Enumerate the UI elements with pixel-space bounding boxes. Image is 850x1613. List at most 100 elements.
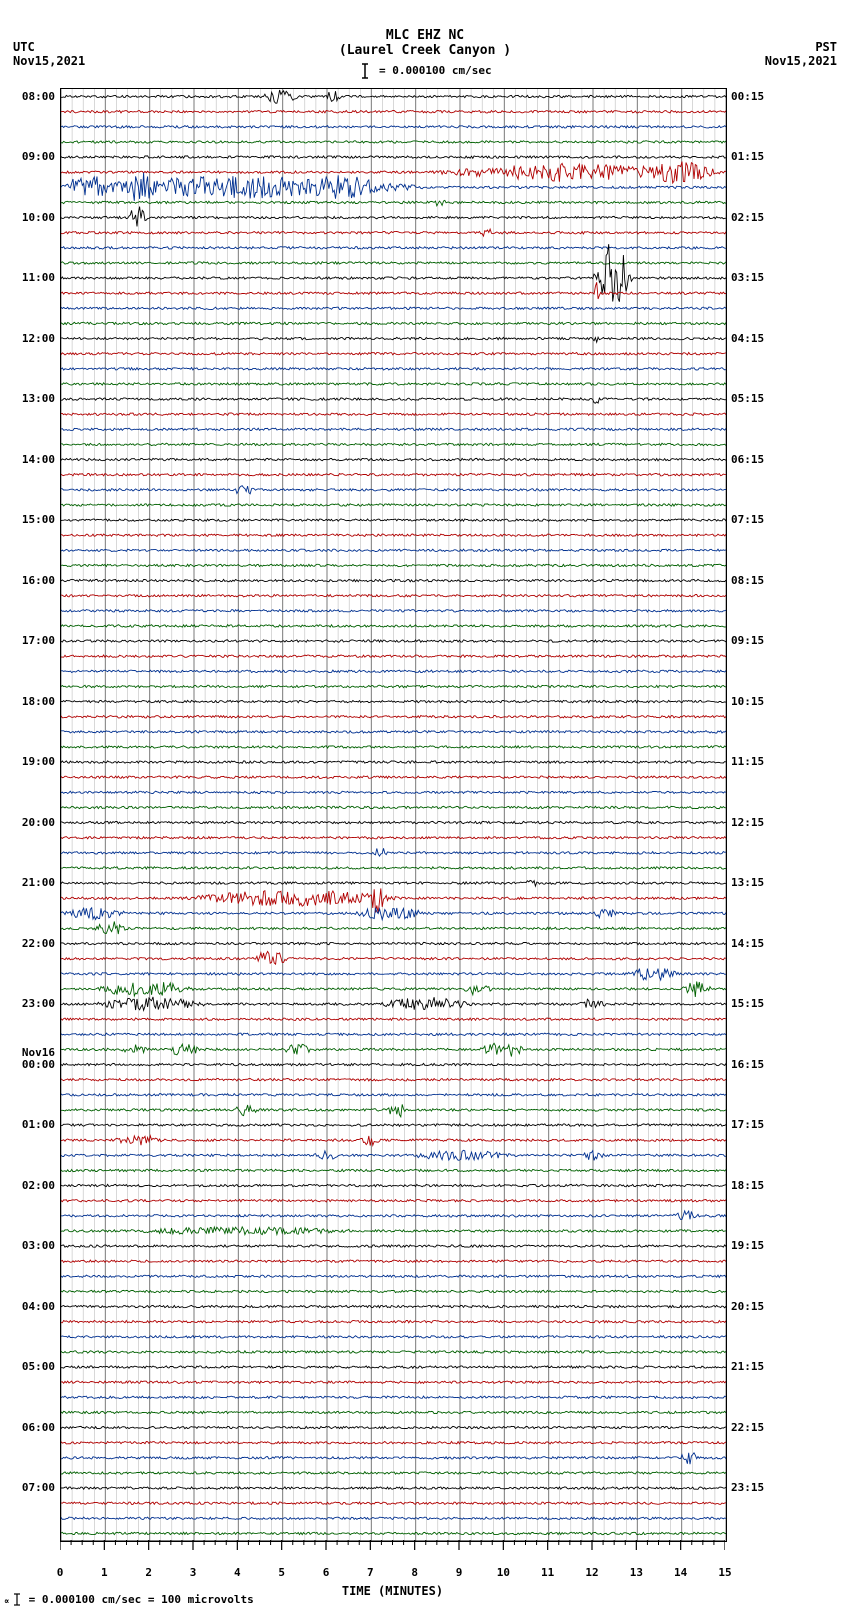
trace-row (61, 162, 726, 184)
time-label: 20:00 (22, 816, 55, 829)
footer-scale-bar-icon: ∝ (4, 1593, 22, 1607)
trace-row (61, 848, 726, 856)
trace-row (61, 1018, 726, 1020)
x-axis-ticks-svg (60, 1540, 725, 1562)
time-label: 07:00 (22, 1481, 55, 1494)
trace-row (61, 564, 726, 566)
right-time-labels: 00:1501:1502:1503:1504:1505:1506:1507:15… (728, 88, 788, 1540)
time-label: 11:15 (731, 755, 764, 768)
seismic-traces (61, 89, 726, 1541)
trace-row (61, 229, 726, 236)
time-label: 01:00 (22, 1118, 55, 1131)
trace-row (61, 1321, 726, 1323)
x-tick-label: 13 (630, 1566, 643, 1579)
trace-row (61, 474, 726, 476)
x-tick-label: 4 (234, 1566, 241, 1579)
trace-row (61, 1063, 726, 1065)
trace-row (61, 1502, 726, 1504)
trace-row (61, 951, 726, 964)
x-axis: 0123456789101112131415 TIME (MINUTES) (60, 1540, 725, 1600)
trace-row (61, 1211, 726, 1220)
trace-row (61, 716, 726, 718)
trace-row (61, 519, 726, 521)
x-tick-label: 6 (323, 1566, 330, 1579)
trace-row (61, 791, 726, 793)
time-label: 14:15 (731, 937, 764, 950)
trace-row (61, 1487, 726, 1489)
time-label: 07:15 (731, 513, 764, 526)
trace-row (61, 1227, 726, 1235)
timezone-right-block: PST Nov15,2021 (765, 40, 837, 68)
trace-row (61, 1150, 726, 1160)
trace-row (61, 549, 726, 551)
trace-row (61, 1094, 726, 1096)
trace-row (61, 1079, 726, 1081)
time-label: 18:15 (731, 1179, 764, 1192)
trace-row (61, 1260, 726, 1262)
trace-row (61, 806, 726, 808)
time-label: 22:15 (731, 1421, 764, 1434)
trace-row (61, 700, 726, 702)
time-label: 05:15 (731, 392, 764, 405)
x-tick-label: 7 (367, 1566, 374, 1579)
time-label: 17:00 (22, 634, 55, 647)
trace-row (61, 1532, 726, 1534)
time-label: 20:15 (731, 1300, 764, 1313)
trace-row (61, 1033, 726, 1035)
trace-row (61, 207, 726, 227)
trace-row (61, 1381, 726, 1383)
time-label: 14:00 (22, 453, 55, 466)
time-label: 22:00 (22, 937, 55, 950)
trace-row (61, 126, 726, 128)
trace-row (61, 1169, 726, 1171)
svg-text:∝: ∝ (4, 1597, 9, 1607)
trace-row (61, 1366, 726, 1368)
trace-row (61, 579, 726, 581)
time-label: 08:00 (22, 90, 55, 103)
time-label: 16:15 (731, 1058, 764, 1071)
trace-row (61, 1245, 726, 1247)
footer-scale-text: = 0.000100 cm/sec = 100 microvolts (29, 1593, 254, 1606)
time-label: 06:15 (731, 453, 764, 466)
trace-row (61, 731, 726, 733)
trace-row (61, 921, 726, 934)
trace-row (61, 1351, 726, 1353)
trace-row (61, 141, 726, 143)
trace-row (61, 761, 726, 763)
trace-row (61, 1396, 726, 1398)
x-tick-label: 3 (190, 1566, 197, 1579)
time-label: 10:15 (731, 695, 764, 708)
trace-row (61, 534, 726, 536)
trace-row (61, 640, 726, 642)
trace-row (61, 458, 726, 460)
time-label: 21:15 (731, 1360, 764, 1373)
trace-row (61, 655, 726, 657)
trace-row (61, 383, 726, 385)
x-tick-label: 8 (411, 1566, 418, 1579)
trace-row (61, 307, 726, 309)
time-label: 03:15 (731, 271, 764, 284)
trace-row (61, 443, 726, 445)
x-tick-label: 9 (456, 1566, 463, 1579)
trace-row (61, 942, 726, 944)
tz-right-date: Nov15,2021 (765, 54, 837, 68)
trace-row (61, 880, 726, 886)
trace-row (61, 1305, 726, 1307)
trace-row (61, 90, 726, 103)
time-label: 13:15 (731, 876, 764, 889)
time-label: 02:00 (22, 1179, 55, 1192)
time-label: 00:15 (731, 90, 764, 103)
time-label: 12:15 (731, 816, 764, 829)
trace-row (61, 685, 726, 687)
trace-row (61, 368, 726, 370)
scale-bar-icon (358, 62, 372, 80)
tz-right-label: PST (765, 40, 837, 54)
scale-legend: = 0.000100 cm/sec (0, 62, 850, 80)
title-line1: MLC EHZ NC (0, 28, 850, 43)
time-label: 23:15 (731, 1481, 764, 1494)
time-label: 01:15 (731, 150, 764, 163)
trace-row (61, 1517, 726, 1519)
trace-row (61, 670, 726, 672)
time-label: 21:00 (22, 876, 55, 889)
time-label: 00:00 (22, 1058, 55, 1071)
